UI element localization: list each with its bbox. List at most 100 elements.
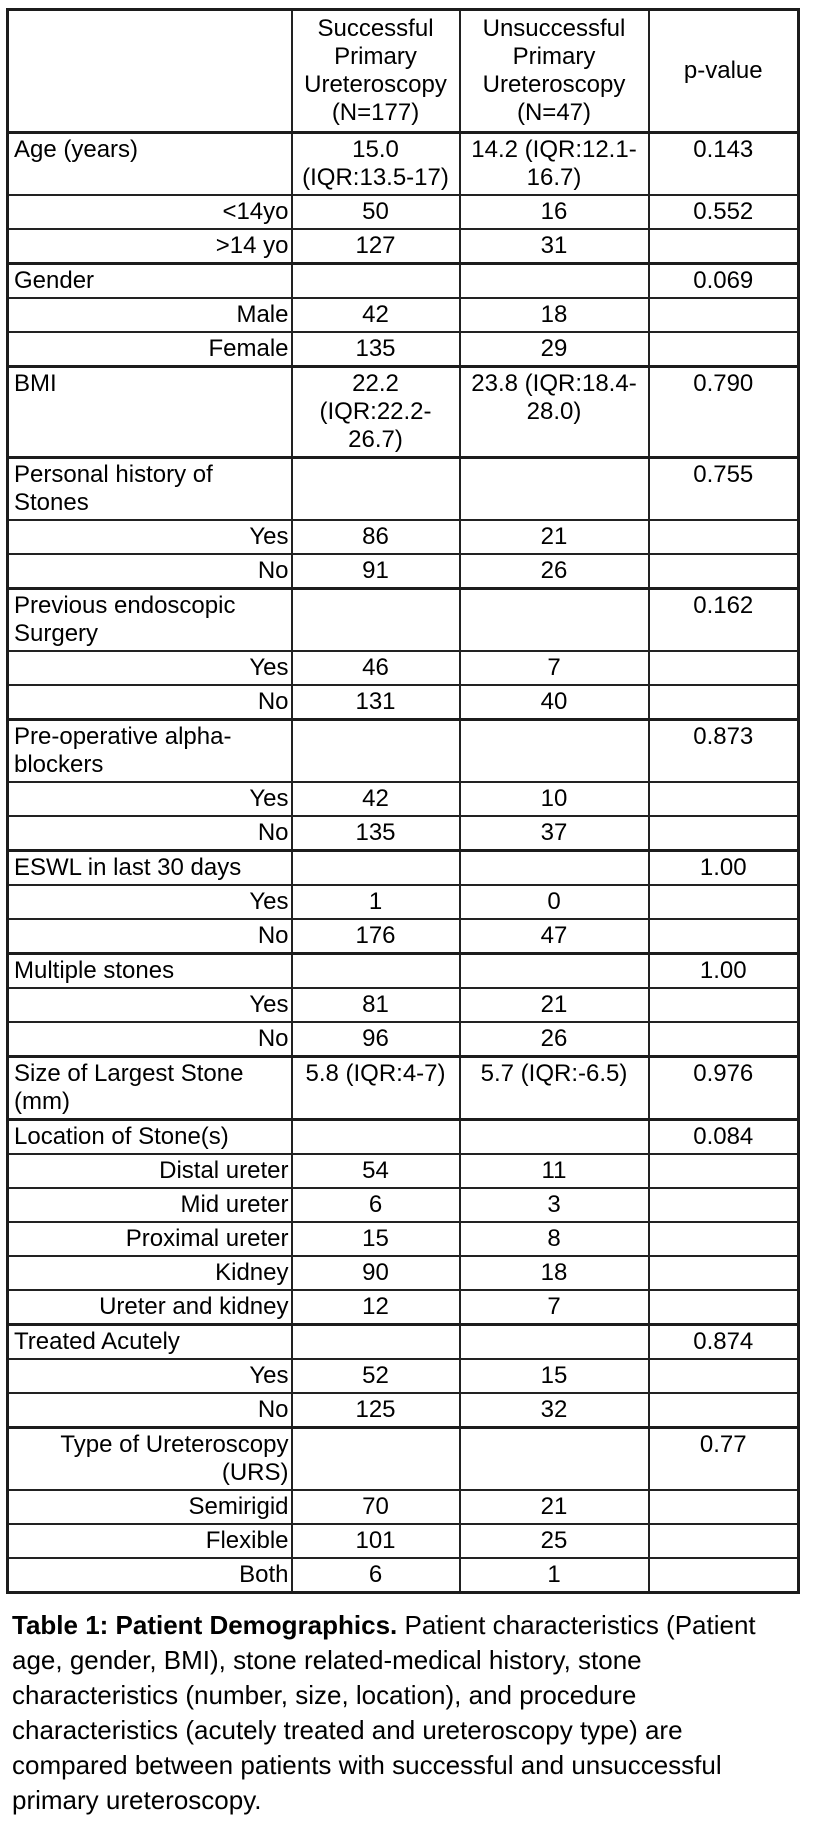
row-label-cell: No xyxy=(6,1021,293,1058)
successful-cell xyxy=(290,587,461,652)
unsuccessful-cell xyxy=(458,849,650,886)
row-label-cell: Yes xyxy=(6,519,293,555)
pvalue-cell xyxy=(647,781,800,817)
successful-cell: 15.0 (IQR:13.5-17) xyxy=(290,131,461,196)
pvalue-cell: 1.00 xyxy=(647,849,800,886)
table-row: Yes 46 7 xyxy=(6,650,800,686)
unsuccessful-cell: 40 xyxy=(458,684,650,721)
successful-cell: 81 xyxy=(290,987,461,1023)
table-row: No 125 32 xyxy=(6,1392,800,1429)
unsuccessful-cell: 7 xyxy=(458,1289,650,1326)
table-row: Pre-operative alpha-blockers 0.873 xyxy=(6,718,800,783)
successful-cell xyxy=(290,952,461,989)
pvalue-cell: 0.790 xyxy=(647,365,800,459)
pvalue-cell xyxy=(647,1523,800,1559)
successful-cell: 50 xyxy=(290,194,461,230)
table-row: Treated Acutely 0.874 xyxy=(6,1323,800,1360)
row-label-cell: Personal history of Stones xyxy=(6,456,293,521)
table-row: <14yo 50 16 0.552 xyxy=(6,194,800,230)
unsuccessful-cell: 14.2 (IQR:12.1-16.7) xyxy=(458,131,650,196)
table-row: Yes 81 21 xyxy=(6,987,800,1023)
table-row: Semirigid 70 21 xyxy=(6,1489,800,1525)
pvalue-cell xyxy=(647,1221,800,1257)
row-label-cell: >14 yo xyxy=(6,228,293,265)
successful-cell: 90 xyxy=(290,1255,461,1291)
row-label-cell: Kidney xyxy=(6,1255,293,1291)
row-label-cell: Yes xyxy=(6,781,293,817)
table-row: Age (years) 15.0 (IQR:13.5-17) 14.2 (IQR:1… xyxy=(6,131,800,196)
table-row: Size of Largest Stone (mm) 5.8 (IQR:4-7) 5… xyxy=(6,1055,800,1121)
unsuccessful-cell xyxy=(458,718,650,783)
successful-cell xyxy=(290,1426,461,1491)
row-label-cell: Male xyxy=(6,297,293,333)
table-body: Age (years) 15.0 (IQR:13.5-17) 14.2 (IQR:1… xyxy=(6,131,800,1594)
row-label-cell: Distal ureter xyxy=(6,1153,293,1189)
unsuccessful-cell: 31 xyxy=(458,228,650,265)
unsuccessful-cell: 26 xyxy=(458,553,650,590)
unsuccessful-cell: 8 xyxy=(458,1221,650,1257)
table-row: Location of Stone(s) 0.084 xyxy=(6,1118,800,1155)
row-label-cell: No xyxy=(6,684,293,721)
unsuccessful-cell: 10 xyxy=(458,781,650,817)
pvalue-cell xyxy=(647,1358,800,1394)
successful-cell xyxy=(290,262,461,299)
row-label-cell: No xyxy=(6,553,293,590)
table-row: No 131 40 xyxy=(6,684,800,721)
row-label-cell: Age (years) xyxy=(6,131,293,196)
table-row: Distal ureter 54 11 xyxy=(6,1153,800,1189)
table-row: Yes 52 15 xyxy=(6,1358,800,1394)
successful-cell: 15 xyxy=(290,1221,461,1257)
unsuccessful-cell: 3 xyxy=(458,1187,650,1223)
table-row: Type of Ureteroscopy (URS) 0.77 xyxy=(6,1426,800,1491)
row-label-cell: Yes xyxy=(6,650,293,686)
row-label-cell: Semirigid xyxy=(6,1489,293,1525)
pvalue-cell: 0.873 xyxy=(647,718,800,783)
unsuccessful-cell xyxy=(458,262,650,299)
unsuccessful-cell: 7 xyxy=(458,650,650,686)
pvalue-cell xyxy=(647,1153,800,1189)
table-row: Ureter and kidney 12 7 xyxy=(6,1289,800,1326)
pvalue-cell xyxy=(647,553,800,590)
table-row: Mid ureter 6 3 xyxy=(6,1187,800,1223)
table-row: Proximal ureter 15 8 xyxy=(6,1221,800,1257)
row-label-cell: ESWL in last 30 days xyxy=(6,849,293,886)
row-label-cell: Multiple stones xyxy=(6,952,293,989)
pvalue-cell: 0.77 xyxy=(647,1426,800,1491)
row-label-cell: Female xyxy=(6,331,293,368)
pvalue-cell xyxy=(647,519,800,555)
pvalue-cell xyxy=(647,297,800,333)
unsuccessful-cell: 23.8 (IQR:18.4-28.0) xyxy=(458,365,650,459)
successful-cell: 46 xyxy=(290,650,461,686)
row-label-cell: Pre-operative alpha-blockers xyxy=(6,718,293,783)
unsuccessful-cell xyxy=(458,587,650,652)
row-label-cell: Gender xyxy=(6,262,293,299)
pvalue-cell xyxy=(647,1392,800,1429)
unsuccessful-cell: 32 xyxy=(458,1392,650,1429)
successful-cell: 101 xyxy=(290,1523,461,1559)
unsuccessful-cell: 1 xyxy=(458,1557,650,1594)
successful-cell: 131 xyxy=(290,684,461,721)
unsuccessful-cell xyxy=(458,1426,650,1491)
unsuccessful-cell: 18 xyxy=(458,1255,650,1291)
row-label-cell: No xyxy=(6,1392,293,1429)
successful-cell: 176 xyxy=(290,918,461,955)
row-label-cell: Yes xyxy=(6,884,293,920)
row-label-cell: Proximal ureter xyxy=(6,1221,293,1257)
row-label-cell: Yes xyxy=(6,987,293,1023)
successful-cell: 135 xyxy=(290,331,461,368)
table-row: Personal history of Stones 0.755 xyxy=(6,456,800,521)
pvalue-cell xyxy=(647,1255,800,1291)
pvalue-cell: 0.069 xyxy=(647,262,800,299)
successful-cell: 12 xyxy=(290,1289,461,1326)
successful-cell: 22.2 (IQR:22.2-26.7) xyxy=(290,365,461,459)
pvalue-cell xyxy=(647,1489,800,1525)
pvalue-cell xyxy=(647,987,800,1023)
table-row: Gender 0.069 xyxy=(6,262,800,299)
unsuccessful-cell: 16 xyxy=(458,194,650,230)
pvalue-cell: 0.755 xyxy=(647,456,800,521)
row-label-cell: Flexible xyxy=(6,1523,293,1559)
successful-cell: 96 xyxy=(290,1021,461,1058)
successful-cell: 1 xyxy=(290,884,461,920)
unsuccessful-cell xyxy=(458,1118,650,1155)
